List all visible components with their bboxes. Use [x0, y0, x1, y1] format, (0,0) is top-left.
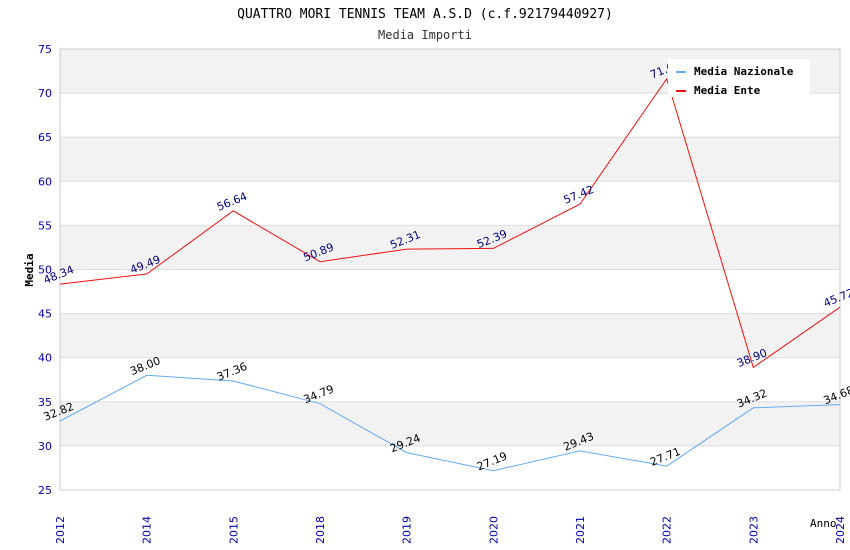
y-tick-label: 30: [38, 440, 52, 453]
y-tick-label: 25: [38, 484, 52, 497]
series-line-media-ente: [59, 77, 841, 369]
y-axis: 25 30 35 40 45 50 55 60 65 70 75: [38, 43, 52, 497]
plot-band: [60, 269, 840, 314]
legend: Media Nazionale Media Ente: [668, 59, 810, 97]
legend-box: [668, 59, 810, 97]
plot-frame: [59, 48, 841, 491]
x-tick-label: 2024: [834, 516, 847, 544]
y-tick-label: 35: [38, 396, 52, 409]
plot-background: [60, 49, 840, 490]
x-tick-label: 2015: [227, 516, 240, 544]
gridlines: [59, 48, 841, 491]
x-axis: 2012 2014 2015 2018 2019 2020 2021 2022 2023 2024: [54, 516, 847, 544]
x-tick-label: 2019: [401, 516, 414, 544]
plot-band: [60, 401, 840, 446]
series-line-media-nazionale: [59, 374, 841, 472]
y-tick-label: 45: [38, 308, 52, 321]
x-tick-label: 2014: [141, 516, 154, 544]
chart-subtitle: Media Importi: [378, 28, 472, 42]
x-tick-label: 2018: [314, 516, 327, 544]
x-tick-label: 2012: [54, 516, 67, 544]
y-tick-label: 65: [38, 131, 52, 144]
plot-band: [60, 225, 840, 270]
y-tick-label: 60: [38, 175, 52, 188]
plot-band: [60, 93, 840, 138]
plot-band: [60, 313, 840, 358]
y-tick-label: 75: [38, 43, 52, 56]
y-tick-label: 40: [38, 352, 52, 365]
y-tick-label: 55: [38, 219, 52, 232]
y-axis-label: Media: [23, 253, 36, 286]
plot-band: [60, 137, 840, 182]
plot-band: [60, 181, 840, 226]
plot-band: [60, 445, 840, 490]
legend-label-media-ente: Media Ente: [694, 84, 761, 97]
series-layer: [59, 77, 841, 472]
x-tick-label: 2021: [574, 516, 587, 544]
legend-label-media-nazionale: Media Nazionale: [694, 65, 794, 78]
x-tick-label: 2020: [487, 516, 500, 544]
x-tick-label: 2022: [661, 516, 674, 544]
chart-title: QUATTRO MORI TENNIS TEAM A.S.D (c.f.9217…: [237, 7, 613, 22]
x-axis-label: Anno: [810, 517, 837, 530]
y-tick-label: 50: [38, 264, 52, 277]
y-tick-label: 70: [38, 87, 52, 100]
x-tick-label: 2023: [747, 516, 760, 544]
plot-band: [60, 357, 840, 402]
